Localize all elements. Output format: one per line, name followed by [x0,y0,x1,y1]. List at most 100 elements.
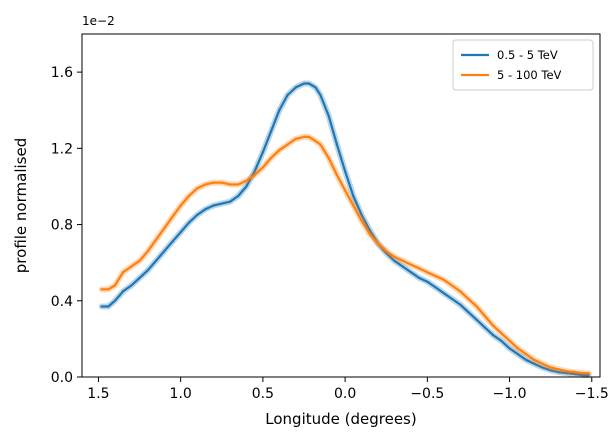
data-point [335,173,338,177]
data-point [245,179,248,182]
data-point [179,231,182,234]
data-point [327,156,330,159]
data-point [107,305,110,308]
data-point [107,288,110,291]
data-point [122,271,125,274]
data-point [566,372,569,375]
data-point [516,353,519,356]
data-point [401,265,404,268]
x-tick-label: −0.5 [410,386,444,402]
data-point [278,109,281,112]
x-axis-title: Longitude (degrees) [265,410,416,428]
data-point [352,204,355,207]
data-point [467,297,470,300]
data-point [541,366,544,369]
data-point [574,371,577,374]
data-point [146,250,149,253]
y-tick-label: 0.4 [51,294,73,310]
data-point [154,238,158,241]
data-point [557,371,560,374]
data-point [261,151,264,154]
y-tick-label: 1.2 [51,141,73,157]
data-point [212,181,215,184]
data-point [270,156,273,159]
x-tick-label: −1.0 [493,386,527,402]
data-point [376,242,380,245]
data-point [434,274,437,278]
data-point [286,143,289,146]
data-point [557,368,560,371]
data-point [516,347,519,350]
data-point [426,271,429,274]
data-point [154,259,158,262]
data-point [533,358,536,361]
data-point [508,347,511,350]
data-point [307,135,311,138]
y-tick-label: 0.0 [51,370,73,386]
data-point [100,288,103,291]
data-point [187,221,190,224]
data-point [122,290,125,293]
data-point [319,143,322,146]
x-tick-label: 1.0 [170,386,192,402]
series-band-1 [98,80,592,379]
data-point [311,137,314,140]
y-axis: 0.0 0.4 0.8 1.2 1.6 [51,65,82,386]
data-point [418,267,421,270]
data-point [138,276,141,280]
x-tick-label: 0.5 [252,386,274,402]
data-point [294,86,297,89]
axes-frame [81,33,601,378]
data-point [270,130,273,133]
data-point [500,332,503,335]
data-point [459,303,462,306]
data-point [220,202,223,205]
data-point [179,204,182,207]
data-point [587,372,590,375]
data-point [467,311,470,314]
data-point [146,269,149,272]
data-point [113,299,116,302]
data-point [409,263,412,266]
data-point [582,372,585,375]
data-point [261,166,264,169]
data-point [582,373,585,377]
data-point [483,314,486,318]
x-axis: 1.5 1.0 0.5 0.0 −0.5 −1.0 −1.5 [87,377,609,402]
data-point [212,204,215,207]
data-point [368,232,371,236]
x-tick-label: 0.0 [334,386,356,402]
data-point [196,213,199,217]
data-point [130,265,133,268]
data-point [344,189,347,192]
x-tick-label: −1.5 [575,386,609,402]
legend: 0.5 - 5 TeV 5 - 100 TeV [452,39,594,91]
data-point [138,259,141,262]
data-point [549,366,552,369]
data-point [450,297,454,300]
data-point [163,227,166,230]
data-point [459,290,462,293]
data-point [294,137,297,140]
data-point [237,194,240,198]
y-axis-offset-label: 1e−2 [82,14,115,28]
data-point [442,278,445,281]
data-point [302,82,306,85]
data-point [500,339,503,342]
data-point [549,369,552,372]
data-point [541,362,544,365]
data-point [475,318,478,321]
data-point [360,213,363,217]
data-point [187,194,190,198]
data-point [508,339,511,342]
data-point [360,219,363,222]
data-point [245,185,248,188]
data-point [587,373,590,377]
data-point [228,183,232,186]
data-point [368,229,371,232]
data-point [434,286,437,289]
data-point [393,259,396,262]
data-point [524,353,528,356]
series-line-2 [100,135,590,375]
